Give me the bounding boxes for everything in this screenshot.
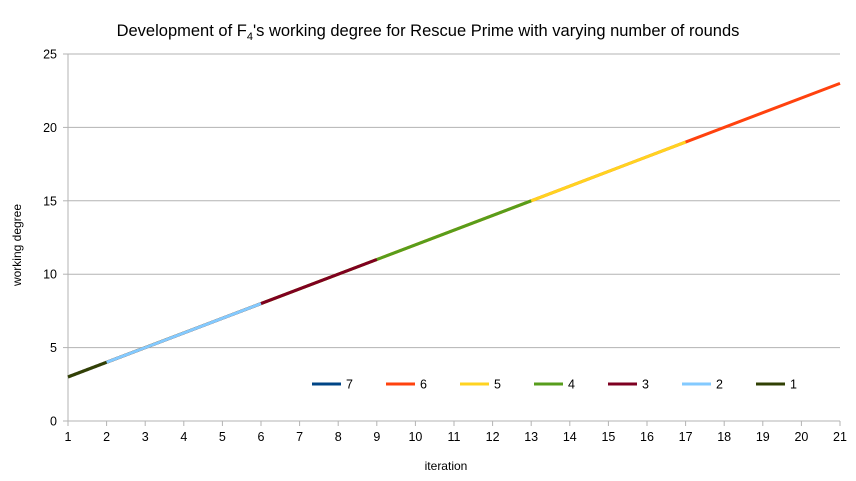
series-lines	[67, 81, 841, 379]
x-tick-label-8: 8	[335, 430, 342, 444]
tick-labels: 1 2 3 4 5 6 7 8 9 10 11 12 13 14 15 16 17 18 19 20 210510152…	[43, 48, 847, 445]
y-tick-label-5: 5	[50, 341, 57, 355]
x-tick-label-1: 1	[65, 430, 72, 444]
legend-label-7: 7	[346, 378, 353, 392]
x-tick-label-2: 2	[103, 430, 110, 444]
x-tick-label-4: 4	[180, 430, 187, 444]
x-tick-label-20: 20	[794, 430, 808, 444]
y-tick-label-20: 20	[43, 121, 57, 135]
y-axis-title: working degree	[10, 204, 24, 287]
legend-label-2: 2	[716, 378, 723, 392]
x-tick-label-12: 12	[486, 430, 500, 444]
axes	[63, 53, 841, 426]
x-tick-label-15: 15	[601, 430, 615, 444]
series-1-line	[67, 360, 108, 379]
chart-title-suffix: 's working degree for Rescue Prime with …	[253, 22, 739, 40]
gridlines	[68, 53, 840, 349]
chart-title-subscript: 4	[247, 31, 253, 43]
y-tick-label-15: 15	[43, 194, 57, 208]
x-axis-title: iteration	[425, 459, 468, 473]
legend-label-3: 3	[642, 378, 649, 392]
x-tick-label-14: 14	[563, 430, 577, 444]
y-tick-label-10: 10	[43, 268, 57, 282]
y-tick-label-0: 0	[50, 415, 57, 429]
x-tick-label-10: 10	[408, 430, 422, 444]
legend-label-6: 6	[420, 378, 427, 392]
legend-label-5: 5	[494, 378, 501, 392]
x-tick-label-16: 16	[640, 430, 654, 444]
chart-title-prefix: Development of F	[117, 22, 247, 40]
x-tick-label-21: 21	[833, 430, 847, 444]
x-tick-label-7: 7	[296, 430, 303, 444]
legend-label-4: 4	[568, 378, 575, 392]
y-tick-label-25: 25	[43, 48, 57, 62]
x-tick-label-5: 5	[219, 430, 226, 444]
chart-title: Development of F4's working degree for R…	[117, 22, 740, 43]
x-tick-label-11: 11	[448, 430, 461, 444]
legend: 7 6 5 4 3 2 1	[312, 378, 797, 392]
x-tick-label-6: 6	[258, 430, 265, 444]
x-tick-label-13: 13	[524, 430, 538, 444]
x-tick-label-9: 9	[373, 430, 380, 444]
x-tick-label-18: 18	[717, 430, 731, 444]
x-tick-label-3: 3	[142, 430, 149, 444]
legend-label-1: 1	[790, 378, 797, 392]
x-tick-label-19: 19	[756, 430, 770, 444]
x-tick-label-17: 17	[679, 430, 693, 444]
